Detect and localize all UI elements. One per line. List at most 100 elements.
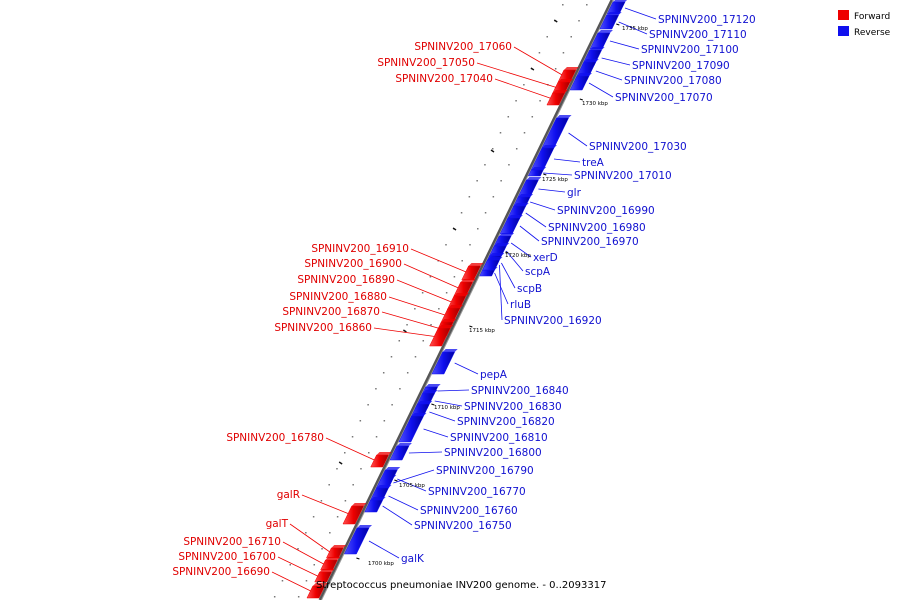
reverse-gene-label[interactable]: SPNINV200_16920 (504, 315, 602, 327)
forward-gene-label[interactable]: SPNINV200_16780 (226, 432, 324, 444)
reverse-gene-label[interactable]: SPNINV200_17110 (649, 29, 747, 41)
reverse-gene-label[interactable]: SPNINV200_16770 (428, 486, 526, 498)
guide-dot (414, 308, 416, 310)
forward-gene-label[interactable]: SPNINV200_16710 (183, 536, 281, 548)
guide-dot (445, 292, 448, 294)
reverse-leader (397, 478, 427, 492)
guide-dot (422, 340, 425, 342)
forward-gene-label[interactable]: SPNINV200_16900 (304, 258, 402, 270)
forward-gene-label[interactable]: SPNINV200_17040 (395, 73, 493, 85)
forward-gene-label[interactable]: SPNINV200_16890 (297, 274, 395, 286)
reverse-gene-label[interactable]: SPNINV200_17030 (589, 141, 687, 153)
reverse-gene-label[interactable]: SPNINV200_16830 (464, 401, 562, 413)
reverse-leader (510, 242, 532, 258)
guide-dot (508, 164, 510, 166)
reverse-gene-block[interactable] (389, 443, 412, 461)
forward-gene-label[interactable]: SPNINV200_16910 (311, 243, 409, 255)
reverse-gene-label[interactable]: SPNINV200_17090 (632, 60, 730, 72)
reverse-gene-label[interactable]: SPNINV200_16790 (436, 465, 534, 477)
reverse-gene-block[interactable] (376, 467, 401, 489)
reverse-gene-label[interactable]: SPNINV200_16750 (414, 520, 512, 532)
forward-leader (476, 62, 559, 89)
forward-gene-label[interactable]: SPNINV200_16860 (274, 322, 372, 334)
legend-reverse-label: Reverse (854, 28, 891, 38)
reverse-gene-label[interactable]: SPNINV200_16980 (548, 222, 646, 234)
reverse-leader (601, 57, 631, 66)
guide-dot (383, 420, 386, 422)
reverse-gene-block[interactable] (364, 497, 386, 513)
reverse-gene-label[interactable]: SPNINV200_17070 (615, 92, 713, 104)
guide-dot (312, 516, 315, 518)
kbp-tick-mark (469, 325, 473, 328)
reverse-gene-label[interactable]: SPNINV200_16760 (420, 505, 518, 517)
forward-gene-block[interactable] (306, 583, 328, 599)
guide-dot (507, 116, 510, 118)
reverse-gene-label[interactable]: scpB (517, 283, 542, 295)
reverse-gene-block[interactable] (398, 413, 427, 443)
reverse-gene-block[interactable] (343, 525, 373, 555)
forward-gene-label[interactable]: SPNINV200_16700 (178, 551, 276, 563)
guide-dot (305, 532, 307, 534)
guide-dot (273, 596, 276, 598)
guide-dot (468, 196, 471, 198)
track-dash (452, 227, 457, 231)
guide-dot (406, 324, 408, 326)
reverse-gene-label[interactable]: rluB (510, 299, 531, 311)
forward-gene-label[interactable]: SPNINV200_16880 (289, 291, 387, 303)
forward-gene-block[interactable] (370, 452, 392, 468)
forward-gene-block[interactable] (546, 90, 568, 106)
guide-dot (586, 4, 588, 6)
reverse-gene-block[interactable] (569, 73, 593, 91)
forward-gene-block[interactable] (314, 569, 335, 583)
reverse-gene-block[interactable] (499, 215, 523, 235)
forward-gene-label[interactable]: SPNINV200_16690 (172, 566, 270, 578)
reverse-gene-label[interactable]: galK (401, 553, 425, 565)
reverse-gene-label[interactable]: SPNINV200_16840 (471, 385, 569, 397)
guide-dot (328, 484, 330, 486)
reverse-gene-block[interactable] (431, 349, 458, 375)
guide-dot (367, 404, 369, 406)
forward-gene-label[interactable]: SPNINV200_17050 (377, 57, 475, 69)
reverse-leader (588, 82, 614, 98)
reverse-gene-label[interactable]: SPNINV200_17120 (658, 14, 756, 26)
forward-gene-label[interactable]: galT (266, 518, 289, 530)
guide-dot (320, 500, 323, 502)
reverse-gene-label[interactable]: SPNINV200_16820 (457, 416, 555, 428)
reverse-gene-label[interactable]: xerD (533, 252, 558, 264)
reverse-gene-label[interactable]: treA (582, 157, 605, 169)
reverse-gene-block[interactable] (599, 12, 622, 30)
forward-gene-label[interactable]: SPNINV200_17060 (414, 41, 512, 53)
reverse-gene-label[interactable]: SPNINV200_16800 (444, 447, 542, 459)
reverse-gene-label[interactable]: SPNINV200_16970 (541, 236, 639, 248)
guide-dot (344, 500, 347, 502)
kbp-tick-mark (616, 23, 620, 26)
guide-dot (406, 372, 409, 374)
reverse-leader (609, 40, 640, 50)
reverse-gene-label[interactable]: glr (567, 187, 582, 199)
reverse-gene-label[interactable]: SPNINV200_17010 (574, 170, 672, 182)
reverse-gene-label[interactable]: pepA (480, 369, 508, 381)
forward-gene-block[interactable] (429, 325, 454, 347)
guide-dot (313, 564, 316, 566)
forward-gene-block[interactable] (342, 503, 367, 525)
reverse-gene-block[interactable] (482, 257, 503, 271)
guide-dot (499, 132, 502, 134)
reverse-gene-block[interactable] (517, 177, 542, 199)
reverse-gene-block[interactable] (606, 0, 628, 15)
forward-gene-label[interactable]: galR (277, 489, 300, 501)
reverse-gene-block[interactable] (527, 167, 547, 177)
reverse-gene-label[interactable]: SPNINV200_17080 (624, 75, 722, 87)
guide-dot (461, 260, 463, 262)
forward-gene-label[interactable]: SPNINV200_16870 (282, 306, 380, 318)
track-dash (403, 329, 407, 333)
reverse-leader (501, 262, 516, 289)
reverse-gene-label[interactable]: SPNINV200_16990 (557, 205, 655, 217)
guide-dot (570, 36, 572, 38)
reverse-leader (494, 272, 509, 305)
reverse-leader (368, 540, 400, 559)
reverse-gene-label[interactable]: scpA (525, 266, 551, 278)
reverse-leader (543, 172, 573, 176)
forward-leader (277, 556, 320, 578)
reverse-gene-label[interactable]: SPNINV200_16810 (450, 432, 548, 444)
reverse-gene-label[interactable]: SPNINV200_17100 (641, 44, 739, 56)
